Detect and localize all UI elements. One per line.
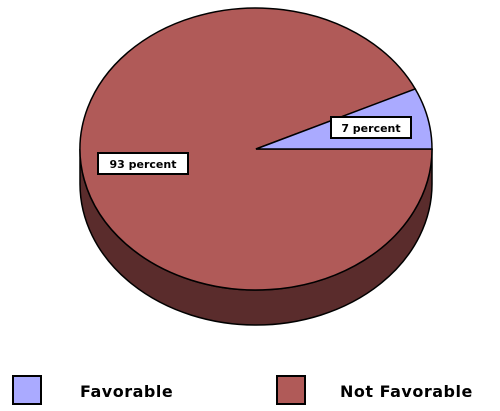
- legend-label-favorable: Favorable: [80, 382, 174, 401]
- data-label-favorable: 7 percent: [330, 116, 412, 139]
- data-label-not-favorable-box: [97, 152, 189, 175]
- pie-slice-not-favorable: [79, 7, 433, 291]
- legend: Favorable Not Favorable: [0, 375, 500, 407]
- data-label-not-favorable: 93 percent: [97, 152, 189, 175]
- legend-swatch-not-favorable: [276, 375, 306, 405]
- legend-swatch-favorable: [12, 375, 42, 405]
- data-label-favorable-box: [330, 116, 412, 139]
- legend-label-not-favorable: Not Favorable: [340, 382, 473, 401]
- data-label-not-favorable-text: 93 percent: [110, 158, 177, 171]
- data-label-favorable-text: 7 percent: [341, 122, 400, 135]
